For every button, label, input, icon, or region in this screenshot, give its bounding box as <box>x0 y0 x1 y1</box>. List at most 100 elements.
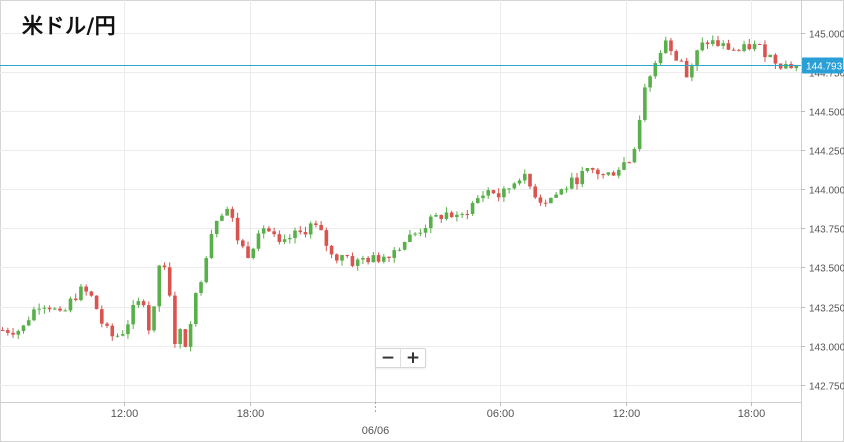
candle-body <box>147 305 151 331</box>
current-price-badge <box>802 57 843 74</box>
candle-body <box>502 188 506 198</box>
candle-body <box>204 258 209 283</box>
y-tick-label: 143.750 <box>809 225 844 236</box>
candle-body <box>361 257 365 260</box>
candle-body <box>439 215 444 219</box>
candle-body <box>554 194 558 198</box>
candle-body <box>716 40 720 46</box>
candle-body <box>53 308 57 310</box>
candle-body <box>282 239 287 242</box>
candle-body <box>345 255 350 257</box>
candle-body <box>643 87 647 120</box>
candle-body <box>752 44 757 50</box>
candle-body <box>220 215 224 221</box>
candle-body <box>21 325 26 332</box>
y-tick-label: 143.250 <box>809 304 844 315</box>
candle-body <box>314 223 318 225</box>
candle-body <box>481 195 485 199</box>
candle-body <box>110 325 115 337</box>
candle-body <box>580 170 585 185</box>
candle-body <box>491 190 496 194</box>
candle-body <box>277 234 282 242</box>
candle-body <box>757 44 762 46</box>
y-tick-label: 145.000 <box>809 30 844 41</box>
candle-body <box>73 298 78 301</box>
candle-body <box>188 324 193 347</box>
candle-layer <box>0 35 799 352</box>
candle-body <box>616 169 621 176</box>
candle-body <box>444 212 449 219</box>
candle-body <box>89 291 94 296</box>
candle-body <box>194 293 198 325</box>
candle-body <box>622 162 626 170</box>
candle-body <box>679 60 684 62</box>
candle-body <box>6 330 10 333</box>
candle-body <box>334 254 339 261</box>
candle-body <box>784 63 788 69</box>
candle-body <box>590 168 595 170</box>
candle-body <box>319 224 323 231</box>
candle-body <box>533 186 538 198</box>
candle-body <box>0 330 5 332</box>
candle-body <box>178 329 182 345</box>
candle-body <box>794 65 799 69</box>
candle-body <box>601 174 605 176</box>
candle-body <box>522 173 527 181</box>
candle-body <box>475 198 480 204</box>
candle-body <box>731 49 736 51</box>
candle-body <box>559 189 564 195</box>
candle-body <box>183 329 188 347</box>
candle-body <box>674 51 679 61</box>
candle-body <box>663 40 668 53</box>
candle-body <box>575 177 579 185</box>
candle-body <box>225 208 229 216</box>
candle-body <box>455 214 459 218</box>
x-tick-label: 12:00 <box>613 408 641 420</box>
candle-body <box>42 307 47 309</box>
candle-body <box>653 63 658 77</box>
candle-body <box>131 304 135 325</box>
y-tick-label: 144.750 <box>809 69 844 80</box>
candle-body <box>549 197 553 204</box>
zoom-controls: − + <box>375 348 426 368</box>
candle-body <box>324 230 329 246</box>
candle-body <box>68 298 73 311</box>
candle-body <box>763 44 767 58</box>
candle-body <box>742 44 746 51</box>
candle-body <box>507 188 511 190</box>
candle-body <box>596 169 600 175</box>
candle-body <box>199 282 203 294</box>
candle-body <box>120 334 125 336</box>
candle-body <box>136 301 141 305</box>
candle-body <box>460 213 464 215</box>
candle-body <box>387 256 391 258</box>
candle-body <box>32 309 36 321</box>
candle-body <box>246 246 250 258</box>
candle-body <box>773 54 778 64</box>
zoom-in-button[interactable]: + <box>400 348 425 368</box>
candle-body <box>627 162 632 164</box>
candle-body <box>376 255 381 262</box>
candle-body <box>747 44 752 50</box>
candle-body <box>84 286 88 292</box>
current-price-label: 144.793 <box>806 62 843 73</box>
candle-body <box>141 301 146 306</box>
candle-body <box>303 232 308 235</box>
candle-body <box>209 234 214 259</box>
candle-body <box>564 188 569 190</box>
candle-body <box>778 63 783 69</box>
zoom-out-button[interactable]: − <box>380 348 396 368</box>
candle-body <box>308 223 313 235</box>
candle-body <box>705 42 710 45</box>
candle-body <box>413 233 417 235</box>
candle-body <box>272 231 276 235</box>
candle-body <box>100 309 104 324</box>
candle-body <box>528 173 532 187</box>
candle-body <box>721 43 725 46</box>
x-tick-label: 12:00 <box>111 408 139 420</box>
candle-body <box>105 323 109 326</box>
candle-body <box>449 212 454 218</box>
candle-body <box>371 255 376 263</box>
